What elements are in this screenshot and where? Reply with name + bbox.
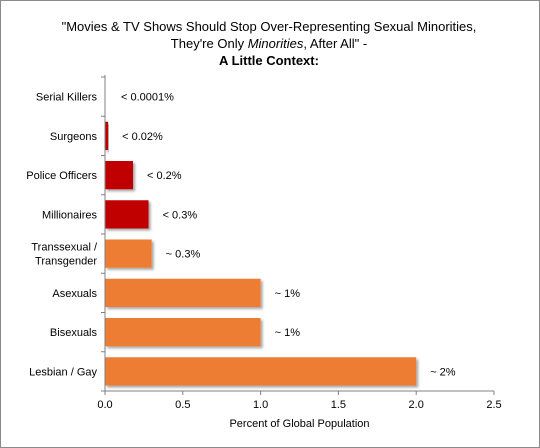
chart-title-line-2: They're Only Minorities, After All" - [0, 35, 538, 52]
category-label-surgeons: Surgeons [50, 131, 98, 143]
data-label-millionaires: < 0.3% [163, 209, 198, 221]
bars-layer [105, 121, 417, 386]
data-label-bisexuals: ~ 1% [275, 327, 301, 339]
bar-lesbian-gay [105, 357, 417, 386]
data-label-transsexual-transgender: ~ 0.3% [166, 249, 201, 261]
category-label-police-officers: Police Officers [26, 170, 97, 182]
category-label-bisexuals: Bisexuals [50, 327, 98, 339]
chart-title-line-3: A Little Context: [219, 53, 319, 68]
chart-title-line-2-italic: Minorities [247, 36, 304, 51]
data-label-serial-killers: < 0.0001% [121, 92, 174, 104]
bar-surgeons [105, 121, 109, 151]
category-label-lesbian-gay: Lesbian / Gay [29, 366, 97, 378]
bar-millionaires [105, 200, 149, 229]
y-labels-layer: Serial Killers Surgeons Police Officers Mil… [26, 92, 98, 379]
chart-title: "Movies & TV Shows Should Stop Over-Repr… [0, 18, 538, 69]
category-label-millionaires: Millionaires [42, 209, 98, 221]
x-ticks-layer: 0.0 0.5 1.0 1.5 2.0 2.5 [97, 76, 502, 411]
data-label-asexuals: ~ 1% [275, 288, 301, 300]
bar-police-officers [105, 160, 134, 190]
x-axis-label: Percent of Global Population [229, 418, 369, 430]
data-labels-layer: < 0.0001% < 0.02% < 0.2% < 0.3% ~ 0.3% ~ 1% ~ … [121, 92, 456, 379]
x-tick-label: 0.0 [97, 399, 112, 411]
x-tick-label: 2.5 [486, 399, 501, 411]
bar-transsexual-transgender [105, 239, 152, 268]
category-label-transsexual-transgender: Transsexual / Transgender [31, 242, 98, 268]
x-tick-label: 1.5 [331, 399, 346, 411]
x-tick-label: 0.5 [175, 399, 190, 411]
x-tick-label: 1.0 [253, 399, 268, 411]
x-tick-label: 2.0 [409, 399, 424, 411]
data-label-police-officers: < 0.2% [147, 170, 182, 182]
category-label-asexuals: Asexuals [52, 288, 97, 300]
category-label-serial-killers: Serial Killers [36, 92, 98, 104]
data-label-lesbian-gay: ~ 2% [430, 366, 456, 378]
chart-title-line-1: "Movies & TV Shows Should Stop Over-Repr… [61, 19, 477, 34]
bar-bisexuals [105, 317, 261, 347]
data-label-surgeons: < 0.02% [122, 131, 163, 143]
chart-title-line-2-end: , After All" - [303, 36, 368, 51]
bar-asexuals [105, 278, 261, 308]
chart-title-line-2-start: They're Only [170, 36, 248, 51]
